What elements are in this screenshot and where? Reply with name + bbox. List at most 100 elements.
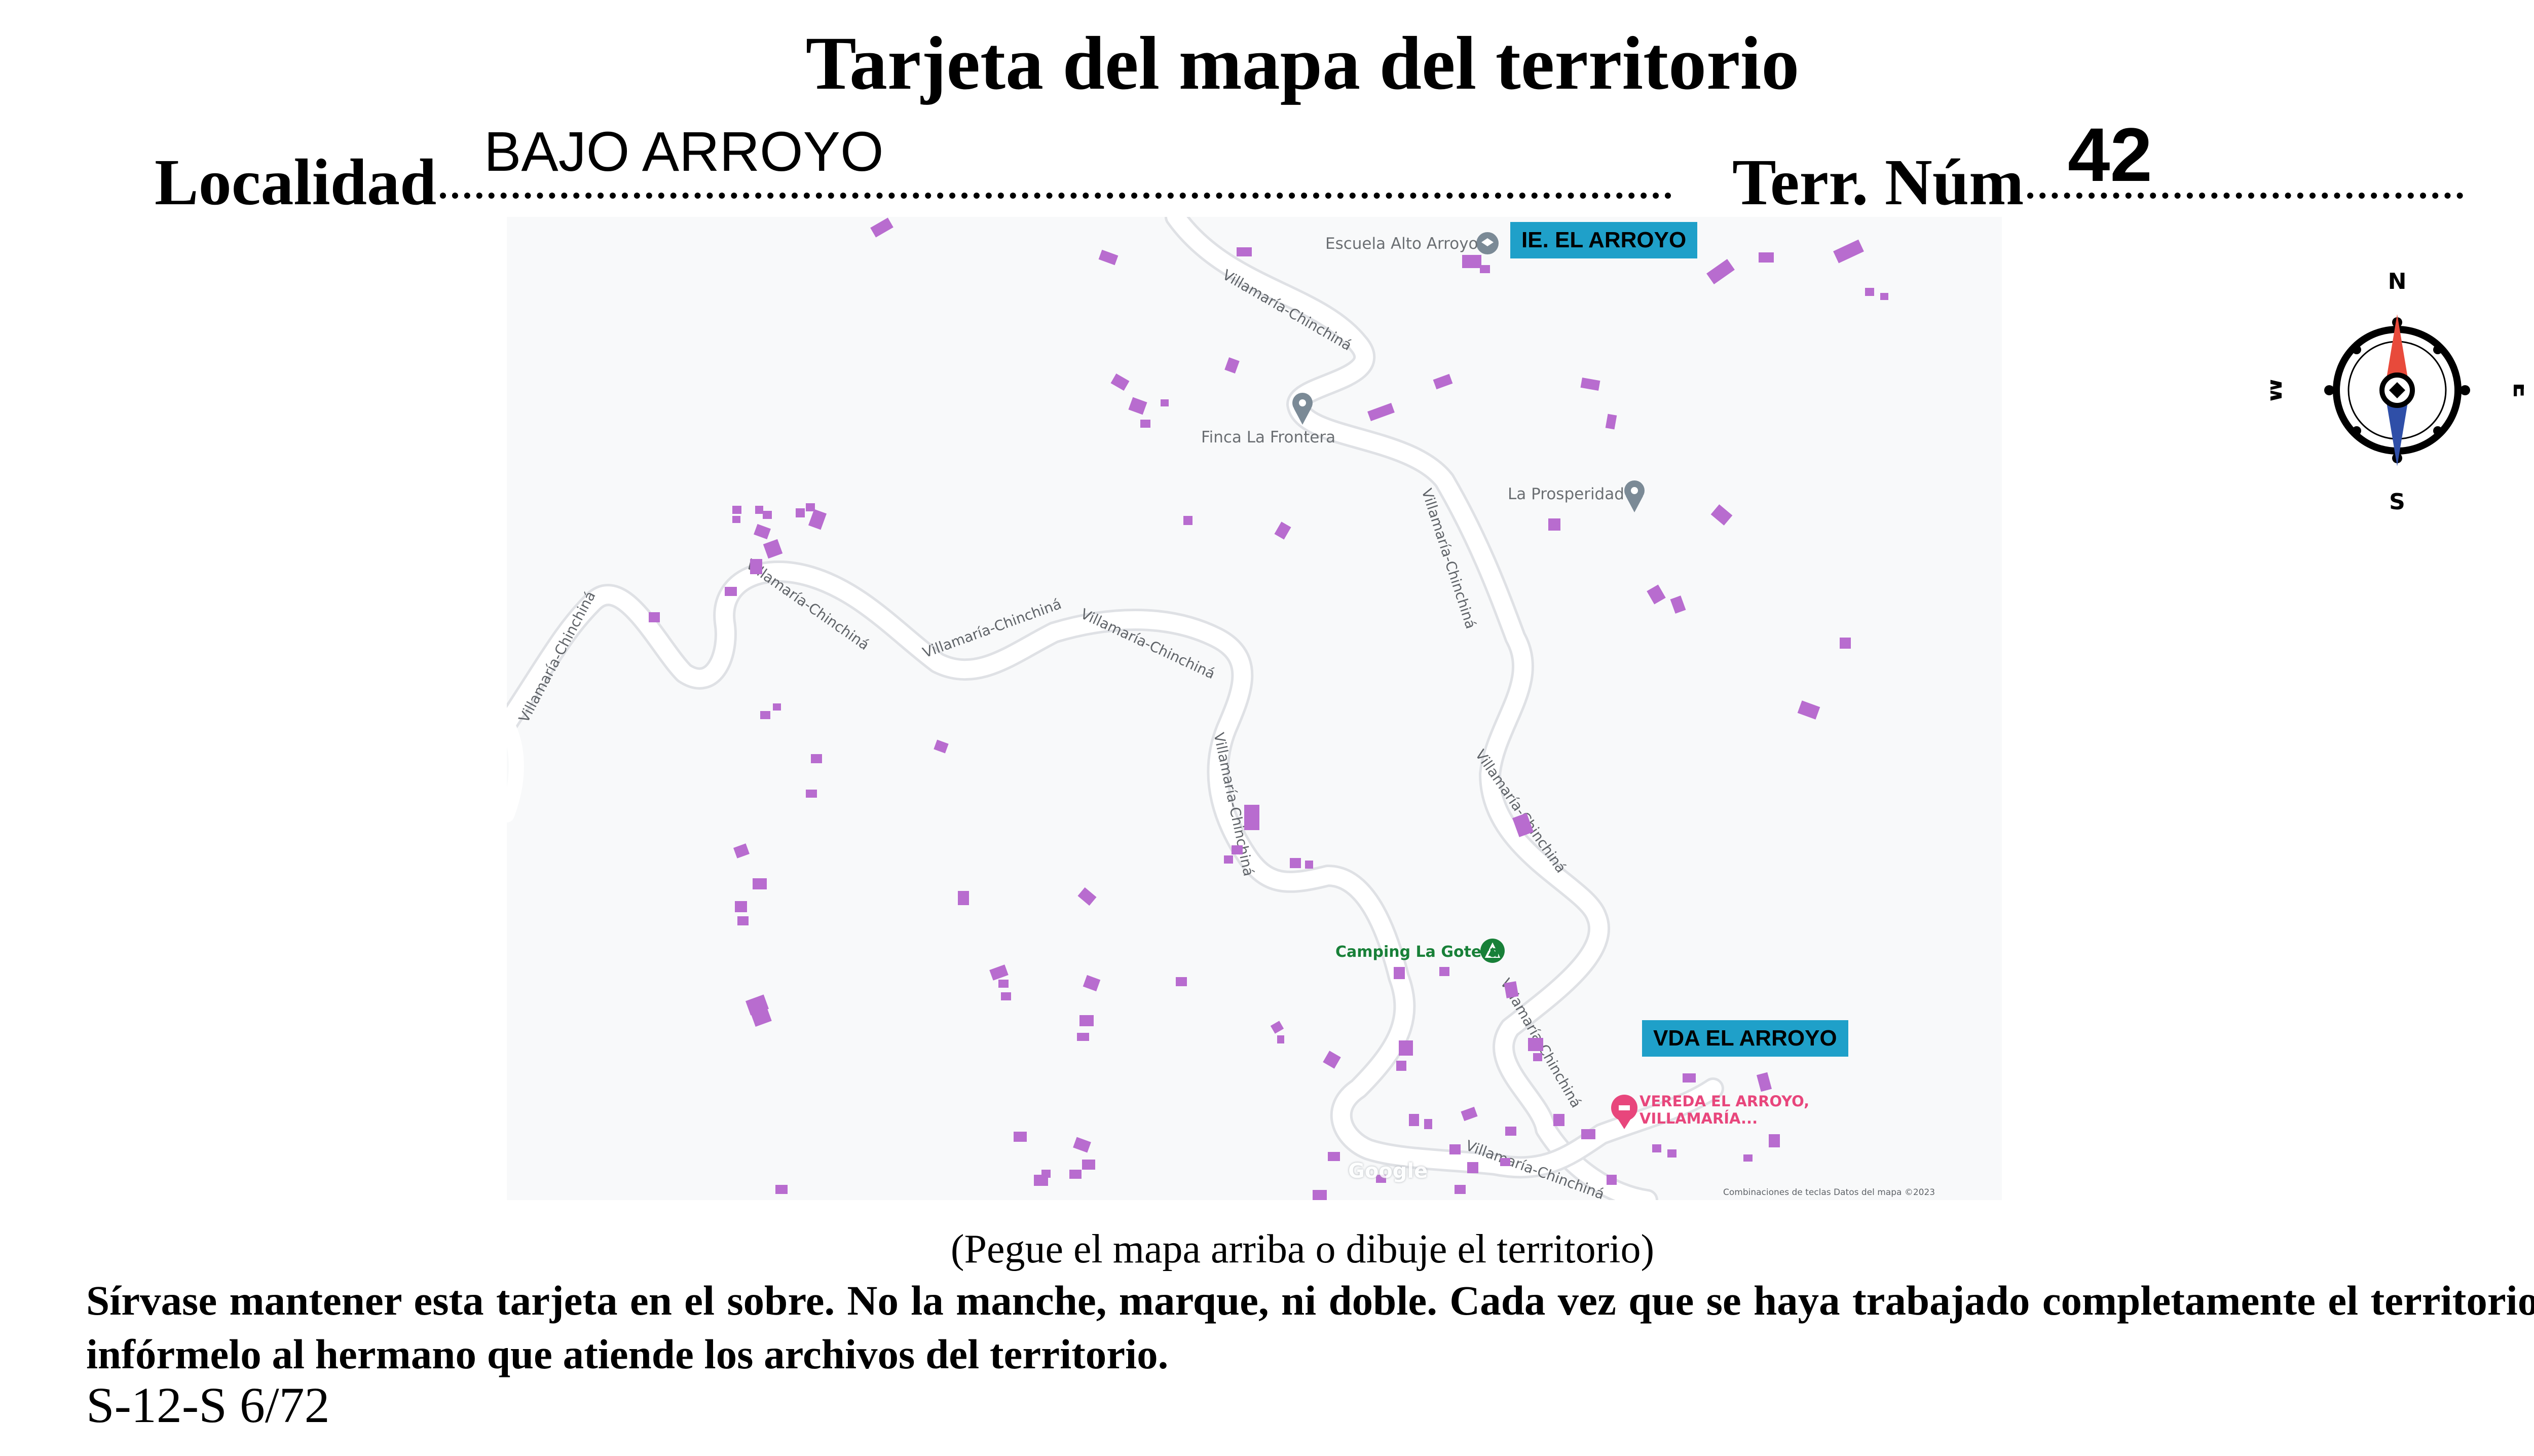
- instructions-text: Sírvase mantener esta tarjeta en el sobr…: [86, 1277, 2534, 1377]
- building-footprint: [1553, 1114, 1564, 1126]
- school-tag: IE. EL ARROYO: [1510, 222, 1698, 258]
- building-footprint: [1224, 855, 1233, 864]
- vereda-pin-icon: [1611, 1095, 1637, 1129]
- compass-south: S: [2389, 489, 2405, 515]
- territory-dotted-line: [2027, 193, 2463, 199]
- building-footprint: [1069, 1170, 1082, 1179]
- building-footprint: [732, 516, 740, 523]
- building-footprint: [1710, 504, 1733, 526]
- building-footprint: [1580, 378, 1600, 391]
- building-footprint: [760, 711, 770, 719]
- locality-dotted-line: [440, 193, 1671, 199]
- building-footprint: [1409, 1114, 1419, 1126]
- building-footprint: [1237, 247, 1252, 256]
- building-footprint: [737, 916, 749, 925]
- building-footprint: [1880, 293, 1888, 300]
- building-footprint: [796, 508, 805, 517]
- building-footprint: [753, 878, 767, 889]
- building-footprint: [1323, 1051, 1341, 1069]
- building-footprint: [1480, 265, 1490, 273]
- building-footprint: [1670, 595, 1686, 614]
- vereda-label: VEREDA EL ARROYO, VILLAMARÍA...: [1639, 1093, 1809, 1127]
- building-footprint: [1756, 1072, 1772, 1092]
- building-footprint: [1439, 967, 1449, 976]
- building-footprint: [1512, 813, 1534, 837]
- building-footprint: [1014, 1132, 1027, 1142]
- building-footprint: [1328, 1152, 1340, 1161]
- map-canvas: Villamaría-Chinchiná Villamaría-Chinchin…: [507, 217, 1888, 1200]
- building-footprint: [1865, 288, 1874, 296]
- building-footprint: [763, 511, 772, 519]
- building-footprint: [725, 587, 737, 596]
- building-footprint: [1396, 1061, 1406, 1071]
- camping-pin-icon: [1480, 939, 1505, 963]
- territory-label: Terr. Núm: [1732, 146, 2024, 219]
- building-footprint: [1128, 397, 1147, 415]
- building-footprint: [1110, 373, 1130, 391]
- map-attribution: Combinaciones de teclas Datos del mapa ©…: [1723, 1187, 1935, 1198]
- vereda-label-line1: VEREDA EL ARROYO,: [1639, 1093, 1810, 1110]
- building-footprint: [1290, 858, 1301, 868]
- building-footprint: [750, 559, 762, 574]
- building-footprint: [1073, 1137, 1091, 1153]
- building-footprint: [1041, 1170, 1051, 1178]
- building-footprint: [870, 217, 893, 238]
- building-footprint: [958, 891, 969, 905]
- prosperidad-pin-icon: [1624, 480, 1645, 512]
- building-footprint: [1140, 420, 1150, 428]
- building-footprint: [1176, 977, 1187, 986]
- building-footprint: [1079, 1015, 1094, 1026]
- building-footprint: [934, 739, 949, 754]
- building-footprint: [735, 901, 747, 912]
- card-title: Tarjeta del mapa del territorio: [805, 21, 1800, 105]
- building-footprint: [1667, 1149, 1676, 1158]
- finca-label: Finca La Frontera: [1201, 428, 1336, 446]
- building-footprint: [1098, 249, 1119, 266]
- compass-needle: [2384, 314, 2410, 466]
- building-footprint: [998, 980, 1009, 988]
- building-footprint: [1001, 992, 1011, 1000]
- building-footprint: [1647, 584, 1666, 605]
- building-footprint: [732, 506, 741, 514]
- building-footprint: [1461, 1106, 1478, 1122]
- camping-label: Camping La Gotera: [1335, 943, 1500, 961]
- building-footprints: [649, 217, 1888, 1200]
- building-footprint: [1313, 1190, 1327, 1200]
- building-footprint: [773, 703, 781, 711]
- building-footprint: [1082, 1160, 1095, 1170]
- building-footprint: [1183, 516, 1193, 525]
- building-footprint: [1605, 414, 1617, 430]
- building-footprint: [1083, 975, 1101, 992]
- compass-west: W: [2270, 378, 2287, 403]
- prosperidad-label: La Prosperidad: [1508, 485, 1624, 503]
- building-footprint: [1759, 252, 1774, 263]
- building-footprint: [1455, 1185, 1466, 1194]
- building-footprint: [1581, 1129, 1595, 1139]
- building-footprint: [1462, 255, 1481, 268]
- building-footprint: [733, 843, 750, 858]
- building-footprint: [1433, 374, 1453, 390]
- map-caption: (Pegue el mapa arriba o dibuje el territ…: [950, 1227, 1655, 1272]
- building-footprint: [1548, 518, 1560, 531]
- building-footprint: [1274, 521, 1291, 540]
- building-footprint: [1161, 399, 1169, 406]
- building-footprint: [763, 539, 783, 559]
- building-footprint: [1277, 1035, 1284, 1043]
- road-label: Villamaría-Chinchiná: [515, 588, 599, 725]
- building-footprint: [1505, 1127, 1516, 1136]
- territory-map[interactable]: Villamaría-Chinchiná Villamaría-Chinchin…: [507, 217, 2002, 1200]
- compass-north: N: [2388, 269, 2407, 294]
- building-footprint: [1424, 1119, 1432, 1129]
- building-footprint: [1270, 1021, 1284, 1034]
- compass-rose-icon: N S E W: [2261, 264, 2534, 519]
- building-footprint: [775, 1185, 788, 1194]
- road-network: [507, 217, 1724, 1200]
- building-footprint: [1077, 1033, 1089, 1041]
- building-footprint: [1467, 1162, 1478, 1173]
- territory-value: 42: [2068, 112, 2152, 197]
- building-footprint: [1077, 887, 1097, 906]
- locality-label: Localidad: [155, 146, 437, 219]
- vereda-tag: VDA EL ARROYO: [1642, 1020, 1848, 1057]
- google-logo: Google: [1348, 1160, 1428, 1183]
- school-label: Escuela Alto Arroyo: [1325, 235, 1478, 253]
